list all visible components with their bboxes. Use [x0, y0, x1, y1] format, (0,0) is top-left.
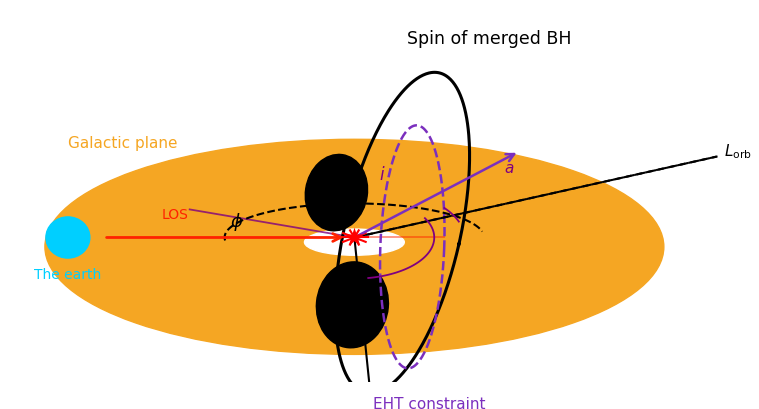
Point — [348, 235, 361, 241]
Ellipse shape — [305, 155, 367, 231]
Text: LOS: LOS — [161, 207, 188, 221]
Text: $L_{\rm orb}$: $L_{\rm orb}$ — [724, 142, 751, 160]
Ellipse shape — [304, 229, 405, 256]
Text: The earth: The earth — [34, 268, 102, 282]
Text: Galactic plane: Galactic plane — [68, 135, 178, 150]
Text: Spin of merged BH: Spin of merged BH — [407, 30, 572, 48]
Ellipse shape — [317, 262, 389, 348]
Text: $a$: $a$ — [504, 160, 515, 175]
Ellipse shape — [45, 140, 664, 355]
Circle shape — [46, 217, 90, 258]
Text: $\phi$: $\phi$ — [230, 210, 243, 232]
Text: $i$: $i$ — [379, 166, 386, 184]
Text: EHT constraint: EHT constraint — [373, 396, 486, 409]
